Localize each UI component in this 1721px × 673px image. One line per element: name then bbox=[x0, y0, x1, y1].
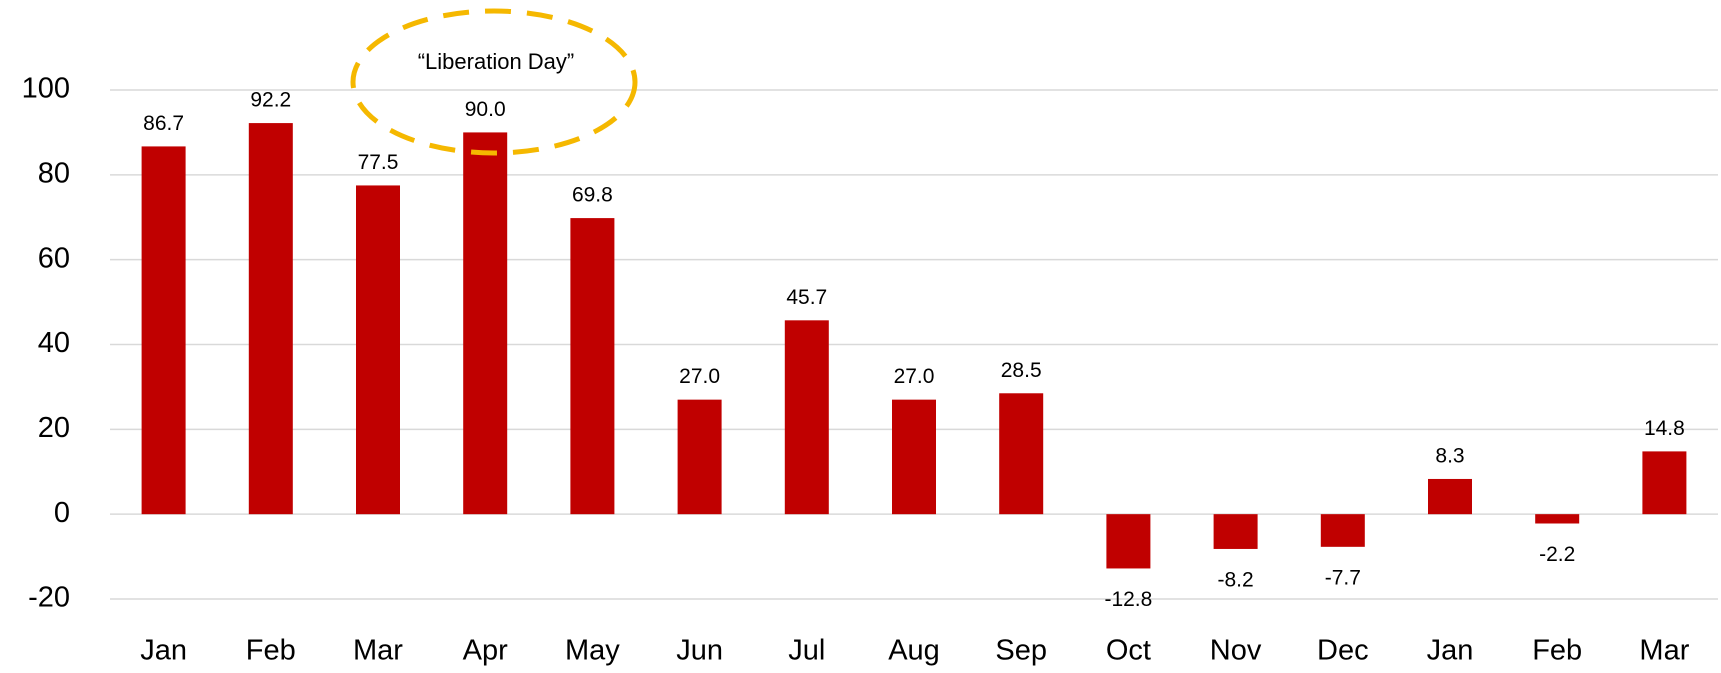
data-label: -8.2 bbox=[1218, 568, 1254, 591]
bar bbox=[1213, 514, 1258, 549]
data-label: -7.7 bbox=[1325, 566, 1361, 589]
bar bbox=[784, 320, 829, 515]
bar bbox=[141, 146, 186, 515]
x-tick-label: Jan bbox=[1427, 635, 1474, 667]
data-label: 69.8 bbox=[572, 184, 613, 207]
data-label: 8.3 bbox=[1435, 445, 1464, 468]
bar bbox=[1642, 451, 1687, 515]
x-tick-label: May bbox=[565, 635, 620, 667]
x-tick-label: Mar bbox=[1639, 635, 1689, 667]
x-tick-label: Dec bbox=[1317, 635, 1369, 667]
data-label: 45.7 bbox=[786, 286, 827, 309]
x-tick-label: Apr bbox=[463, 635, 508, 667]
annotation: “Liberation Day” bbox=[418, 49, 575, 74]
bar bbox=[677, 399, 722, 515]
x-tick-label: Jul bbox=[788, 635, 825, 667]
y-tick-label: 0 bbox=[54, 497, 70, 529]
data-label: 27.0 bbox=[894, 365, 935, 388]
bar bbox=[892, 399, 936, 515]
x-tick-label: Mar bbox=[353, 635, 403, 667]
y-tick-label: 40 bbox=[38, 327, 70, 359]
bar bbox=[1106, 514, 1151, 569]
data-label: -12.8 bbox=[1104, 588, 1152, 611]
data-label: 86.7 bbox=[143, 112, 184, 135]
data-label: 27.0 bbox=[679, 365, 720, 388]
x-tick-label: Nov bbox=[1210, 635, 1262, 667]
y-tick-label: -20 bbox=[28, 582, 70, 614]
x-tick-label: Feb bbox=[1532, 635, 1582, 667]
x-tick-label: Aug bbox=[888, 635, 940, 667]
annotation-ellipse bbox=[350, 8, 638, 156]
x-tick-label: Sep bbox=[995, 635, 1047, 667]
bar bbox=[999, 393, 1044, 515]
x-tick-label: Feb bbox=[246, 635, 296, 667]
data-label: 92.2 bbox=[250, 89, 291, 112]
bar bbox=[570, 218, 615, 515]
bar bbox=[1428, 478, 1472, 515]
data-label: 28.5 bbox=[1001, 359, 1042, 382]
data-label: 14.8 bbox=[1644, 417, 1685, 440]
y-tick-label: 100 bbox=[22, 73, 70, 105]
x-tick-label: Oct bbox=[1106, 635, 1151, 667]
data-label: 90.0 bbox=[465, 98, 506, 121]
y-tick-label: 60 bbox=[38, 242, 70, 274]
x-tick-label: Jun bbox=[676, 635, 723, 667]
y-tick-label: 20 bbox=[38, 412, 70, 444]
data-label: 77.5 bbox=[358, 151, 399, 174]
x-tick-label: Jan bbox=[140, 635, 187, 667]
data-label: -2.2 bbox=[1539, 543, 1575, 566]
y-tick-label: 80 bbox=[38, 157, 70, 189]
bar bbox=[248, 123, 293, 515]
bar bbox=[463, 132, 508, 515]
bar bbox=[356, 185, 400, 515]
bar bbox=[1320, 514, 1365, 547]
bar bbox=[1535, 514, 1580, 524]
